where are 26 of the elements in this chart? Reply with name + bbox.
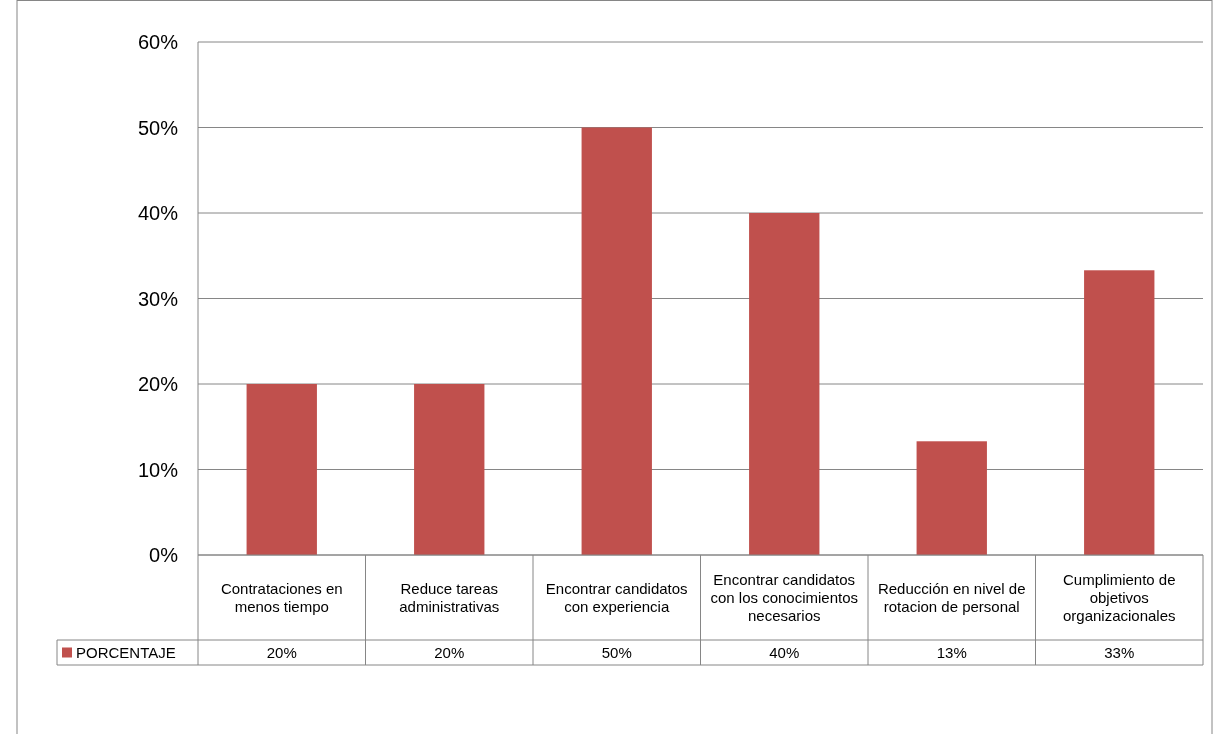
bar [414, 384, 485, 555]
y-tick-label: 40% [137, 202, 179, 224]
data-label: 40% [769, 643, 800, 661]
bar [916, 441, 987, 555]
bar [246, 384, 317, 555]
y-tick-label: 10% [137, 458, 179, 481]
data-label: 20% [266, 643, 297, 661]
data-label: 50% [601, 643, 632, 661]
bar [581, 127, 652, 555]
x-tick-label: Encontrar candidatos con los conocimientos necesarios [710, 570, 859, 624]
y-tick-label: 0% [149, 544, 179, 566]
x-tick-label: Reducción en nivel de rotacion de personal [877, 579, 1026, 615]
y-tick-label: 30% [137, 287, 179, 310]
data-label: 33% [1104, 643, 1135, 661]
data-label: 20% [434, 643, 465, 661]
x-tick-label: Contrataciones en menos tiempo [220, 579, 343, 615]
bar [1084, 270, 1155, 555]
x-tick-label: Reduce tareas administrativas [399, 579, 500, 615]
bar [749, 213, 820, 555]
y-tick-label: 20% [137, 373, 179, 395]
y-tick-label: 60% [137, 31, 179, 53]
data-label: 13% [936, 643, 967, 661]
y-tick-label: 50% [137, 116, 179, 139]
x-tick-label: Encontrar candidatos con experiencia [545, 579, 688, 615]
x-tick-label: Cumplimiento de objetivos organizacionales [1062, 570, 1176, 624]
legend-label: PORCENTAJE [76, 643, 176, 661]
